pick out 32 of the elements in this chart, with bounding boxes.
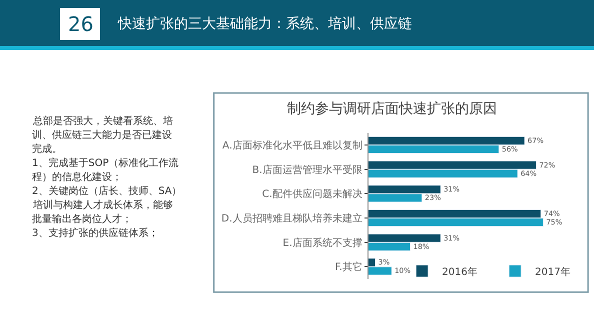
y-tick-label: A.店面标准化水平低且难以复制	[222, 139, 362, 152]
data-label: 10%	[394, 266, 411, 276]
y-tick-label: C.配件供应问题未解决	[262, 188, 362, 200]
data-label: 31%	[444, 184, 460, 194]
data-label: 74%	[544, 209, 560, 218]
data-label: 3%	[378, 258, 390, 267]
data-label: 23%	[424, 193, 442, 202]
data-label: 67%	[528, 136, 544, 145]
text: 完成。	[32, 143, 62, 155]
y-tick-label: D.人员招聘难且梯队培养未建立	[221, 212, 362, 225]
data-label: 72%	[539, 160, 556, 170]
text: 训、供应链三大能力是否已建设	[32, 129, 172, 141]
text: 批量输出各岗位人才；	[32, 213, 132, 225]
data-label: 75%	[546, 218, 562, 227]
text: 总部是否强大，关键看系统、培	[32, 115, 173, 127]
text: 1、完成基于SOP（标准化工作流	[32, 157, 179, 169]
text: 2、关键岗位（店长、技师、SA）	[32, 185, 182, 197]
data-label: 31%	[444, 233, 460, 242]
chart-title: 制约参与调研店面快速扩张的原因	[287, 100, 498, 117]
text: 快速扩张的三大基础能力：系统、培训、供应链	[117, 16, 412, 32]
legend-label: 2017年	[535, 266, 571, 278]
text: 程）的信息化建设；	[32, 171, 122, 183]
text: 3、支持扩张的供应链体系；	[32, 227, 158, 239]
data-label: 18%	[413, 242, 430, 251]
data-label: 56%	[502, 144, 518, 154]
y-tick-label: F.其它	[334, 261, 362, 274]
data-label: 64%	[520, 168, 537, 178]
y-tick-label: E.店面系统不支撑	[282, 236, 362, 249]
text: 26	[68, 12, 94, 36]
y-tick-label: B.店面运营管理水平受限	[252, 164, 362, 176]
text: 培训与构建人才成长体系，能够	[32, 199, 173, 211]
legend-label: 2016年	[442, 266, 478, 278]
